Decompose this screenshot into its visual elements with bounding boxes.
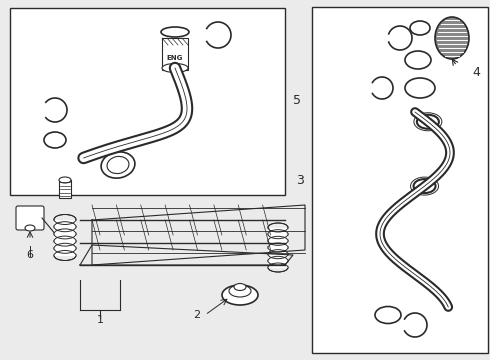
Ellipse shape bbox=[107, 156, 129, 174]
FancyBboxPatch shape bbox=[16, 206, 44, 230]
Ellipse shape bbox=[229, 285, 251, 297]
Ellipse shape bbox=[101, 152, 135, 178]
Text: 5: 5 bbox=[293, 94, 301, 107]
Text: 6: 6 bbox=[26, 250, 33, 260]
Bar bbox=[162, 38, 188, 70]
Ellipse shape bbox=[59, 177, 71, 183]
Text: 4: 4 bbox=[472, 66, 480, 78]
Ellipse shape bbox=[234, 284, 246, 291]
Text: 2: 2 bbox=[193, 310, 200, 320]
Ellipse shape bbox=[162, 63, 188, 72]
Text: 3: 3 bbox=[296, 174, 304, 186]
Text: 1: 1 bbox=[97, 315, 103, 325]
Bar bbox=[10, 8, 285, 195]
Ellipse shape bbox=[25, 225, 35, 231]
Bar bbox=[59, 180, 71, 198]
Bar bbox=[54, 220, 76, 256]
Bar bbox=[312, 7, 488, 353]
Ellipse shape bbox=[435, 17, 469, 59]
Ellipse shape bbox=[222, 285, 258, 305]
Bar bbox=[268, 228, 288, 267]
Text: ENG: ENG bbox=[167, 55, 183, 61]
